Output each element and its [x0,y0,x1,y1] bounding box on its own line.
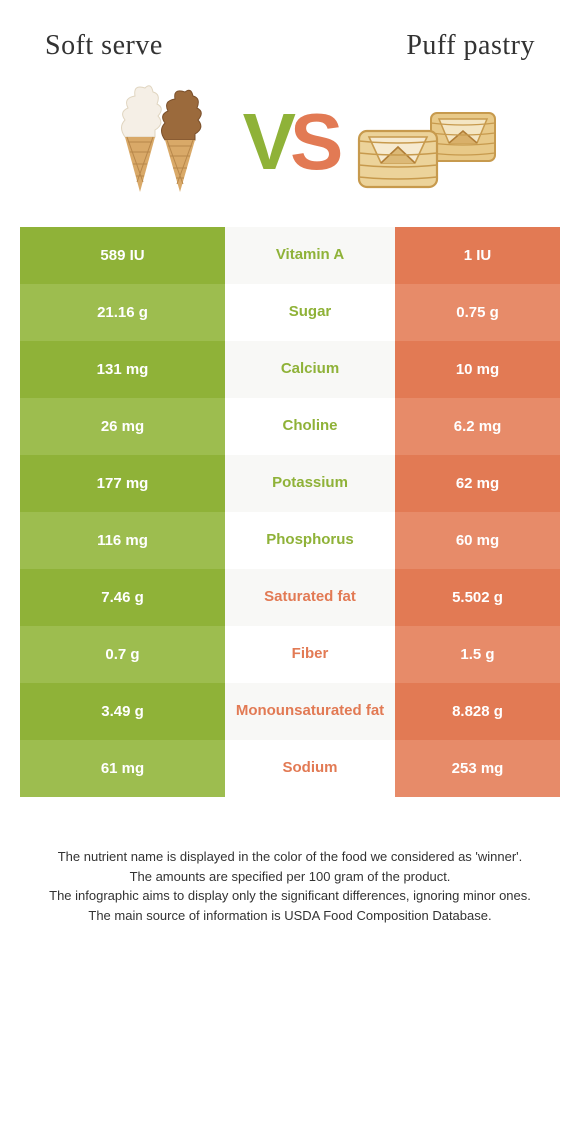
title-left: Soft serve [45,30,163,62]
nutrient-name: Vitamin A [225,227,395,284]
table-row: 21.16 gSugar0.75 g [20,284,560,341]
nutrient-name: Phosphorus [225,512,395,569]
value-left: 131 mg [20,341,225,398]
footer-line: The infographic aims to display only the… [35,886,545,906]
value-right: 62 mg [395,455,560,512]
value-left: 589 IU [20,227,225,284]
value-right: 1 IU [395,227,560,284]
table-row: 26 mgCholine6.2 mg [20,398,560,455]
value-left: 61 mg [20,740,225,797]
table-row: 177 mgPotassium62 mg [20,455,560,512]
value-right: 10 mg [395,341,560,398]
nutrient-name: Monounsaturated fat [225,683,395,740]
vs-s: S [290,97,337,186]
value-right: 6.2 mg [395,398,560,455]
infographic: Soft serve Puff pastry [0,0,580,965]
value-left: 116 mg [20,512,225,569]
table-row: 131 mgCalcium10 mg [20,341,560,398]
footer-line: The main source of information is USDA F… [35,906,545,926]
table-row: 7.46 gSaturated fat5.502 g [20,569,560,626]
nutrient-name: Choline [225,398,395,455]
soft-serve-icon [75,82,225,202]
footer-line: The nutrient name is displayed in the co… [35,847,545,867]
value-left: 21.16 g [20,284,225,341]
comparison-table: 589 IUVitamin A1 IU21.16 gSugar0.75 g131… [20,227,560,797]
nutrient-name: Fiber [225,626,395,683]
table-row: 589 IUVitamin A1 IU [20,227,560,284]
title-right: Puff pastry [406,30,535,62]
value-right: 253 mg [395,740,560,797]
value-right: 1.5 g [395,626,560,683]
nutrient-name: Sugar [225,284,395,341]
hero-row: VS [0,72,580,227]
table-row: 0.7 gFiber1.5 g [20,626,560,683]
value-right: 0.75 g [395,284,560,341]
vs-text: VS [243,102,338,182]
value-right: 8.828 g [395,683,560,740]
nutrient-name: Sodium [225,740,395,797]
value-left: 7.46 g [20,569,225,626]
table-row: 116 mgPhosphorus60 mg [20,512,560,569]
value-left: 0.7 g [20,626,225,683]
table-row: 3.49 gMonounsaturated fat8.828 g [20,683,560,740]
nutrient-name: Potassium [225,455,395,512]
value-left: 26 mg [20,398,225,455]
value-right: 60 mg [395,512,560,569]
value-left: 3.49 g [20,683,225,740]
footer-notes: The nutrient name is displayed in the co… [0,797,580,965]
table-row: 61 mgSodium253 mg [20,740,560,797]
value-left: 177 mg [20,455,225,512]
footer-line: The amounts are specified per 100 gram o… [35,867,545,887]
vs-v: V [243,97,290,186]
nutrient-name: Calcium [225,341,395,398]
value-right: 5.502 g [395,569,560,626]
puff-pastry-icon [355,82,505,202]
nutrient-name: Saturated fat [225,569,395,626]
title-row: Soft serve Puff pastry [0,0,580,72]
